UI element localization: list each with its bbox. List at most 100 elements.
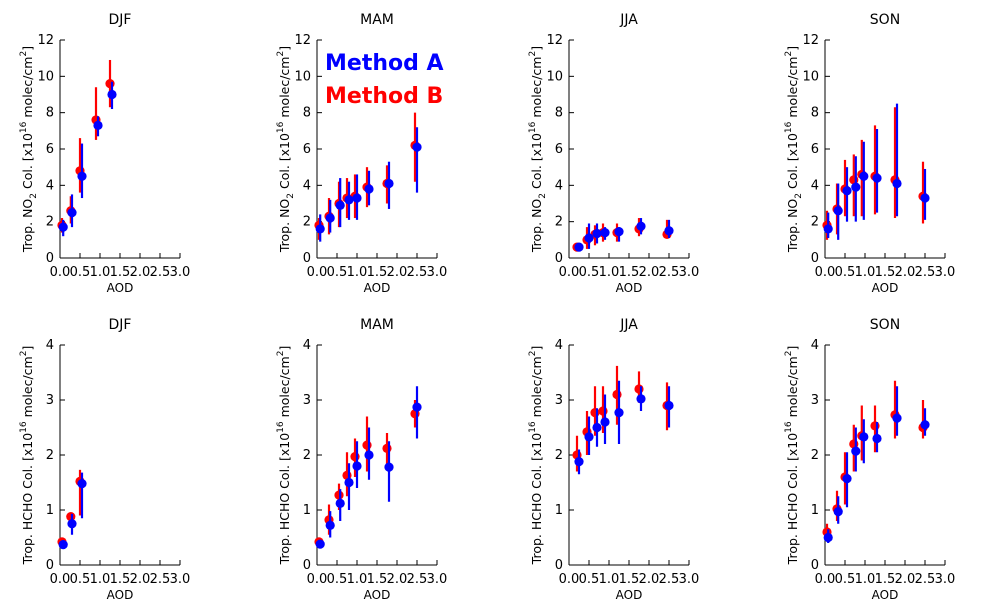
- data-point: [315, 224, 325, 234]
- panel-title: SON: [870, 317, 900, 333]
- x-tick-label: 2.0: [387, 265, 408, 280]
- data-point: [823, 532, 833, 543]
- x-tick-label: 0.0: [307, 265, 328, 280]
- data-point: [58, 540, 68, 550]
- x-tick-label: 1.5: [619, 265, 640, 280]
- panel-4: 0 2 4 6 8 10 12 0.0 0.5 1.0 1.5 2.0 2.5 3.0 SON AOD Trop…: [784, 12, 955, 295]
- data-point: [584, 432, 594, 442]
- y-tick-label: 12: [37, 33, 54, 48]
- data-point: [664, 226, 674, 236]
- panel-title: DJF: [109, 317, 132, 333]
- y-tick-label: 1: [555, 503, 563, 518]
- y-tick-label: 10: [802, 69, 819, 84]
- y-tick-label: 12: [546, 33, 563, 48]
- data-point: [636, 221, 646, 231]
- panel-5: 0 1 2 3 4 0.0 0.5 1.0 1.5 2.0 2.5 3.0 DJF AOD Trop. HC…: [19, 317, 190, 602]
- x-tick-label: 1.0: [855, 572, 876, 587]
- y-tick-label: 2: [46, 448, 54, 463]
- data-point: [584, 233, 594, 243]
- panel-title: MAM: [360, 317, 394, 333]
- x-tick-label: 2.5: [407, 265, 428, 280]
- x-tick-label: 2.5: [659, 572, 680, 587]
- x-tick-label: 1.5: [367, 572, 388, 587]
- data-point: [872, 433, 882, 444]
- data-point: [344, 195, 354, 205]
- data-point: [77, 479, 87, 489]
- x-tick-label: 1.0: [347, 572, 368, 587]
- x-tick-label: 1.0: [855, 265, 876, 280]
- y-tick-label: 4: [303, 338, 311, 353]
- y-tick-label: 6: [303, 142, 311, 157]
- data-point: [77, 171, 87, 181]
- data-point: [412, 402, 422, 412]
- y-axis-label: Trop. NO2 Col. [x1016 molec/cm2]: [276, 46, 296, 253]
- x-tick-label: 2.0: [639, 265, 660, 280]
- y-tick-label: 1: [303, 503, 311, 518]
- data-point: [362, 440, 372, 450]
- data-point: [851, 446, 861, 456]
- x-tick-label: 1.0: [347, 265, 368, 280]
- data-point: [334, 490, 344, 500]
- series-method-a: [315, 386, 422, 549]
- x-tick-label: 2.5: [915, 265, 936, 280]
- y-tick-label: 8: [555, 106, 563, 121]
- data-point: [892, 413, 902, 423]
- panel-title: MAM: [360, 12, 394, 28]
- data-point: [833, 507, 843, 517]
- x-tick-label: 2.0: [895, 572, 916, 587]
- x-tick-label: 0.0: [50, 572, 71, 587]
- y-tick-label: 0: [811, 558, 819, 573]
- data-point: [920, 193, 930, 203]
- data-point: [325, 213, 335, 223]
- data-point: [598, 406, 608, 416]
- y-tick-label: 6: [811, 142, 819, 157]
- data-point: [634, 384, 644, 394]
- data-point: [842, 186, 852, 196]
- series-method-a: [58, 81, 117, 237]
- data-point: [574, 457, 584, 467]
- data-point: [67, 519, 77, 529]
- y-tick-label: 2: [303, 448, 311, 463]
- x-tick-label: 0.0: [559, 265, 580, 280]
- data-point: [859, 432, 869, 442]
- x-tick-label: 1.0: [599, 572, 620, 587]
- y-tick-label: 4: [46, 178, 54, 193]
- y-tick-label: 0: [303, 251, 311, 266]
- data-point: [105, 79, 115, 89]
- y-tick-label: 2: [811, 215, 819, 230]
- y-tick-label: 4: [303, 178, 311, 193]
- y-tick-label: 8: [811, 106, 819, 121]
- panel-title: JJA: [619, 12, 638, 28]
- x-tick-label: 0.5: [327, 265, 348, 280]
- data-point: [872, 173, 882, 183]
- y-tick-label: 0: [46, 558, 54, 573]
- data-point: [344, 477, 354, 488]
- x-tick-label: 0.5: [70, 572, 91, 587]
- y-tick-label: 4: [555, 178, 563, 193]
- panel-title: DJF: [109, 12, 132, 28]
- data-point: [352, 193, 362, 203]
- y-tick-label: 4: [555, 338, 563, 353]
- panel-8: 0 1 2 3 4 0.0 0.5 1.0 1.5 2.0 2.5 3.0 SON AOD Trop. HC…: [784, 317, 955, 602]
- x-tick-label: 0.5: [70, 265, 91, 280]
- data-point: [384, 178, 394, 189]
- data-point: [107, 89, 117, 100]
- y-tick-label: 1: [811, 503, 819, 518]
- data-point: [67, 207, 77, 218]
- y-tick-label: 2: [555, 448, 563, 463]
- x-tick-label: 0.5: [835, 265, 856, 280]
- y-tick-label: 10: [37, 69, 54, 84]
- data-point: [335, 498, 345, 508]
- x-tick-label: 0.5: [835, 572, 856, 587]
- y-tick-label: 0: [811, 251, 819, 266]
- x-tick-label: 3.0: [935, 572, 956, 587]
- x-tick-label: 2.5: [659, 265, 680, 280]
- x-tick-label: 2.5: [407, 572, 428, 587]
- x-tick-label: 2.5: [150, 265, 171, 280]
- legend-method-b: Method B: [325, 84, 443, 109]
- data-point: [664, 400, 674, 411]
- data-point: [612, 389, 622, 400]
- panel-7: 0 1 2 3 4 0.0 0.5 1.0 1.5 2.0 2.5 3.0 JJA AOD Trop. HC…: [528, 317, 699, 602]
- x-tick-label: 0.0: [815, 572, 836, 587]
- x-tick-label: 2.0: [895, 265, 916, 280]
